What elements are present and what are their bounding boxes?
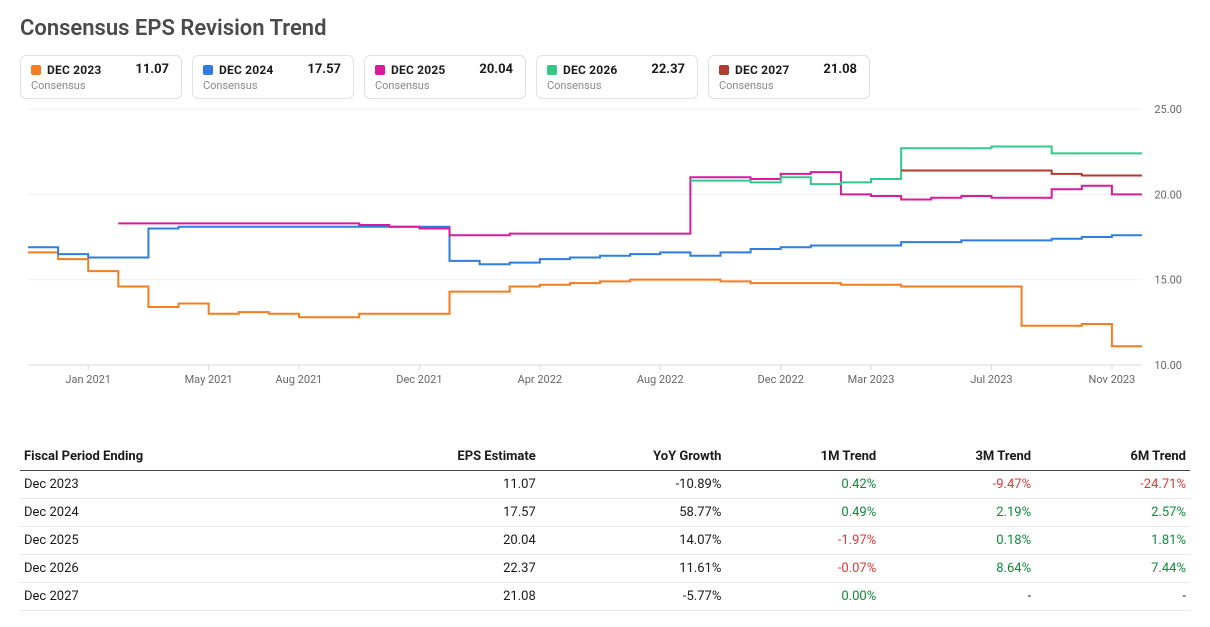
svg-text:Mar 2023: Mar 2023 [848, 373, 895, 386]
legend-sub: Consensus [203, 79, 341, 92]
table-cell: 8.64% [880, 555, 1035, 583]
table-cell: Dec 2024 [20, 499, 329, 527]
svg-text:Apr 2022: Apr 2022 [518, 373, 563, 386]
table-cell: 2.57% [1035, 499, 1190, 527]
table-cell: -9.47% [880, 471, 1035, 499]
svg-text:Jan 2021: Jan 2021 [65, 373, 111, 386]
page-title: Consensus EPS Revision Trend [20, 16, 1190, 41]
table-cell: 0.18% [880, 527, 1035, 555]
legend-value: 21.08 [823, 62, 857, 77]
table-cell: 21.08 [329, 583, 539, 611]
table-cell: 0.42% [725, 471, 880, 499]
table-header: Fiscal Period Ending [20, 443, 329, 471]
svg-text:May 2021: May 2021 [185, 373, 233, 386]
svg-text:Dec 2021: Dec 2021 [396, 373, 442, 386]
table-cell: 20.04 [329, 527, 539, 555]
table-cell: Dec 2026 [20, 555, 329, 583]
table-row: Dec 202520.0414.07%-1.97%0.18%1.81% [20, 527, 1190, 555]
svg-text:Nov 2023: Nov 2023 [1088, 373, 1135, 386]
table-row: Dec 202622.3711.61%-0.07%8.64%7.44% [20, 555, 1190, 583]
legend-card[interactable]: DEC 2024 17.57 Consensus [192, 55, 354, 99]
eps-table: Fiscal Period EndingEPS EstimateYoY Grow… [20, 443, 1190, 611]
table-cell: 11.07 [329, 471, 539, 499]
svg-text:Aug 2021: Aug 2021 [276, 373, 323, 386]
table-cell: 0.00% [725, 583, 880, 611]
table-row: Dec 202721.08-5.77%0.00%-- [20, 583, 1190, 611]
table-cell: - [880, 583, 1035, 611]
svg-text:Jul 2023: Jul 2023 [970, 373, 1012, 386]
legend-sub: Consensus [719, 79, 857, 92]
legend-swatch [203, 65, 213, 75]
table-cell: Dec 2025 [20, 527, 329, 555]
legend-card[interactable]: DEC 2026 22.37 Consensus [536, 55, 698, 99]
table-cell: 0.49% [725, 499, 880, 527]
legend-card[interactable]: DEC 2027 21.08 Consensus [708, 55, 870, 99]
table-row: Dec 202417.5758.77%0.49%2.19%2.57% [20, 499, 1190, 527]
legend-card[interactable]: DEC 2025 20.04 Consensus [364, 55, 526, 99]
legend-label: DEC 2026 [563, 63, 618, 77]
table-header: 6M Trend [1035, 443, 1190, 471]
legend-swatch [375, 65, 385, 75]
legend-value: 22.37 [651, 62, 685, 77]
legend-label: DEC 2025 [391, 63, 446, 77]
legend-value: 11.07 [135, 62, 169, 77]
table-cell: -5.77% [540, 583, 726, 611]
table-cell: 58.77% [540, 499, 726, 527]
legend-value: 17.57 [307, 62, 341, 77]
legend-swatch [31, 65, 41, 75]
legend-label: DEC 2024 [219, 63, 274, 77]
svg-text:15.00: 15.00 [1154, 274, 1182, 287]
table-row: Dec 202311.07-10.89%0.42%-9.47%-24.71% [20, 471, 1190, 499]
svg-text:Dec 2022: Dec 2022 [758, 373, 804, 386]
legend-sub: Consensus [375, 79, 513, 92]
svg-text:25.00: 25.00 [1154, 105, 1182, 116]
table-cell: 17.57 [329, 499, 539, 527]
legend-label: DEC 2027 [735, 63, 790, 77]
table-header: EPS Estimate [329, 443, 539, 471]
svg-text:10.00: 10.00 [1154, 359, 1182, 372]
legend-value: 20.04 [479, 62, 513, 77]
legend-swatch [719, 65, 729, 75]
legend-row: DEC 2023 11.07 Consensus DEC 2024 17.57 Conse… [20, 55, 1190, 99]
eps-trend-chart: 10.00 15.00 20.00 25.00 Jan 2021 May 2021 Aug … [20, 105, 1190, 395]
table-cell: 1.81% [1035, 527, 1190, 555]
legend-sub: Consensus [547, 79, 685, 92]
table-cell: 2.19% [880, 499, 1035, 527]
table-cell: - [1035, 583, 1190, 611]
svg-text:20.00: 20.00 [1154, 188, 1182, 201]
table-cell: -0.07% [725, 555, 880, 583]
legend-card[interactable]: DEC 2023 11.07 Consensus [20, 55, 182, 99]
table-cell: Dec 2027 [20, 583, 329, 611]
table-cell: 14.07% [540, 527, 726, 555]
table-header: YoY Growth [540, 443, 726, 471]
table-header: 1M Trend [725, 443, 880, 471]
table-cell: -10.89% [540, 471, 726, 499]
table-header: 3M Trend [880, 443, 1035, 471]
legend-sub: Consensus [31, 79, 169, 92]
table-cell: 7.44% [1035, 555, 1190, 583]
table-cell: 11.61% [540, 555, 726, 583]
table-cell: -1.97% [725, 527, 880, 555]
table-cell: -24.71% [1035, 471, 1190, 499]
legend-label: DEC 2023 [47, 63, 102, 77]
svg-text:Aug 2022: Aug 2022 [637, 373, 684, 386]
table-cell: Dec 2023 [20, 471, 329, 499]
table-cell: 22.37 [329, 555, 539, 583]
legend-swatch [547, 65, 557, 75]
